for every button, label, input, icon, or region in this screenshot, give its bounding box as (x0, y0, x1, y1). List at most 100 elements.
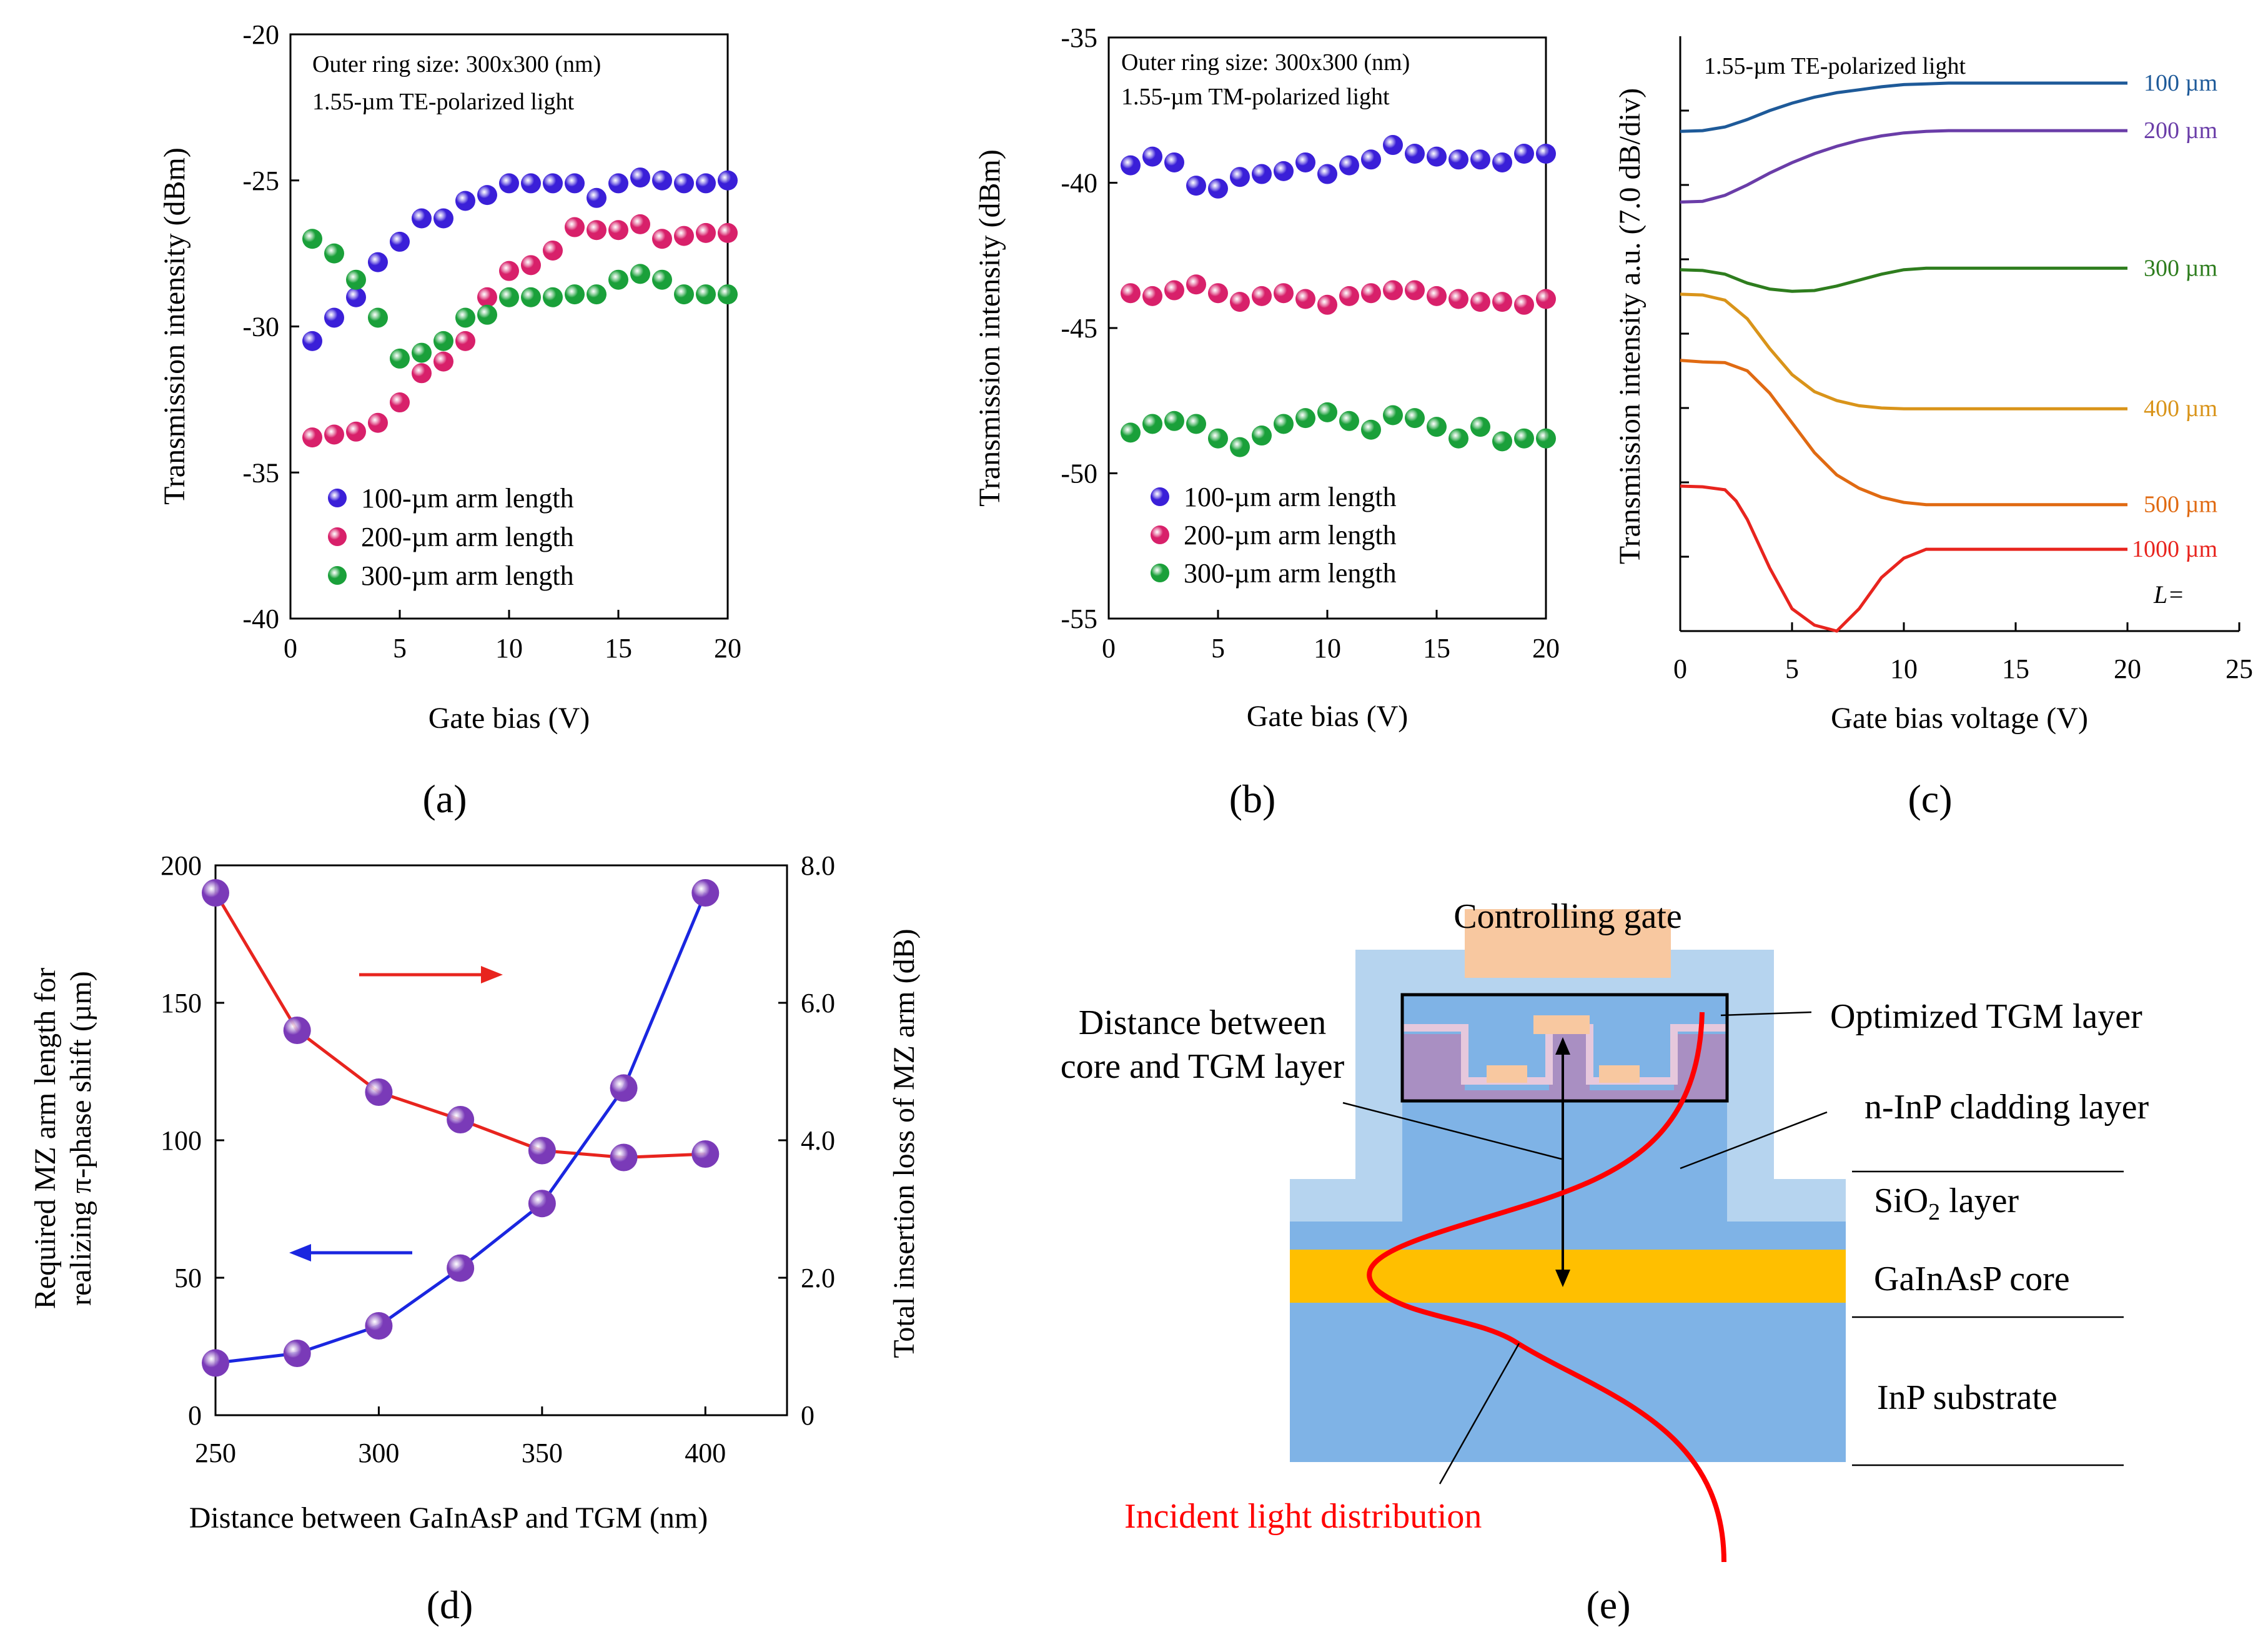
panel-c-series-label-500-m: 500 µm (2144, 492, 2217, 518)
panel-b-point-100-m-arm-length-3 (1164, 152, 1184, 172)
panel-a-point-300-m-arm-length-10 (499, 287, 519, 307)
panel-b-point-200-m-arm-length-7 (1252, 286, 1272, 306)
panel-a-point-200-m-arm-length-12 (543, 240, 563, 261)
panel-c-line-200-m (1680, 129, 2127, 204)
panel-d-left-tick-label-0: 0 (188, 1400, 202, 1431)
panel-b-point-300-m-arm-length-19 (1514, 428, 1534, 449)
panel-b-point-200-m-arm-length-5 (1208, 283, 1228, 304)
diagram-incident-light-curve (1367, 1012, 1726, 1563)
panel-a-point-300-m-arm-length-15 (608, 269, 628, 290)
panel-a-annotation-1: Outer ring size: 300x300 (nm) (312, 51, 601, 77)
panel-b-y-tick-label-35: -35 (1061, 22, 1097, 53)
panel-b-x-tick-label-0: 0 (1102, 633, 1116, 664)
panel-b-point-200-m-arm-length-19 (1514, 294, 1534, 315)
diagram-leader-tgm (1720, 1011, 1812, 1017)
panel-b-point-200-m-arm-length-17 (1470, 292, 1490, 312)
panel-d-y-axis-label-line-1: Required MZ arm length for (29, 968, 62, 1310)
panel-b-point-300-m-arm-length-12 (1361, 419, 1381, 440)
panel-c-series-label-400-m: 400 µm (2144, 396, 2217, 422)
diagram-label-substrate: InP substrate (1877, 1378, 2058, 1417)
diagram-distance-arrow-down-icon (1555, 1270, 1570, 1287)
panel-d-right-arrow-icon (481, 966, 503, 983)
panel-b-point-200-m-arm-length-9 (1295, 289, 1315, 309)
panel-b-point-300-m-arm-length-6 (1230, 437, 1250, 457)
panel-b-point-300-m-arm-length-8 (1274, 414, 1294, 434)
panel-b-point-100-m-arm-length-1 (1121, 155, 1141, 176)
diagram-gainasp-core (1290, 1250, 1846, 1303)
panel-c-line-400-m (1680, 292, 2127, 411)
panel-a-y-tick-label-20: -20 (242, 19, 279, 50)
diagram-tgm-metamaterial (1402, 1034, 1727, 1100)
panel-b-point-200-m-arm-length-15 (1427, 286, 1447, 306)
panel-a-point-200-m-arm-length-17 (652, 229, 672, 249)
panel-b-point-300-m-arm-length-7 (1252, 425, 1272, 446)
panel-d-point-left-350 (528, 1190, 556, 1218)
panel-b-point-100-m-arm-length-6 (1230, 167, 1250, 187)
panel-b-point-200-m-arm-length-11 (1339, 286, 1359, 306)
panel-c-x-tick-label-10: 10 (1890, 654, 1918, 684)
panel-e-caption: (e) (1586, 1583, 1630, 1627)
panel-c-x-axis-label: Gate bias voltage (V) (1831, 702, 2088, 735)
panel-a-point-200-m-arm-length-2 (324, 424, 344, 445)
panel-c-y-axis-label: Transmission intensity a.u. (7.0 dB/div) (1613, 88, 1647, 564)
panel-c-line-500-m (1680, 359, 2127, 507)
panel-a-point-200-m-arm-length-16 (630, 214, 650, 234)
panel-b-legend-marker-200um (1151, 525, 1169, 544)
panel-c-line-1000-m (1680, 484, 2127, 633)
panel-c-x-tick-label-25: 25 (2226, 654, 2253, 684)
panel-a-point-200-m-arm-length-19 (696, 222, 716, 243)
panel-a-point-100-m-arm-length-6 (412, 208, 432, 229)
panel-e-diagram: Controlling gate Distance between core a… (1061, 897, 2149, 1627)
panel-a-x-tick-label-0: 0 (284, 633, 297, 664)
panel-a-y-axis-label: Transmission intensity (dBm) (158, 147, 191, 505)
panel-a-point-200-m-arm-length-7 (433, 351, 453, 372)
panel-b-point-100-m-arm-length-20 (1536, 144, 1556, 164)
panel-d-point-left-400 (691, 879, 720, 907)
panel-c-caption: (c) (1908, 777, 1952, 821)
panel-a-y-tick-label-40: -40 (242, 604, 279, 634)
panel-b-y-tick-label-50: -50 (1061, 459, 1097, 489)
panel-a-point-200-m-arm-length-11 (521, 255, 541, 276)
diagram-n-inp-cladding (1402, 1100, 1727, 1222)
panel-d-right-tick-label-0: 0 (801, 1400, 815, 1431)
panel-a-point-300-m-arm-length-19 (696, 284, 716, 305)
panel-b-point-200-m-arm-length-16 (1448, 289, 1468, 309)
diagram-label-incident-light: Incident light distribution (1124, 1497, 1482, 1536)
panel-d-point-right-250 (202, 879, 229, 907)
panel-b-annotation-2: 1.55-µm TM-polarized light (1121, 84, 1390, 110)
panel-c-line-300-m (1680, 266, 2127, 293)
panel-a-point-100-m-arm-length-4 (368, 252, 388, 272)
panel-a-legend-label-100um: 100-µm arm length (361, 483, 574, 514)
panel-b-point-300-m-arm-length-4 (1186, 414, 1206, 434)
panel-a-legend-marker-100um (328, 489, 347, 507)
panel-b-point-100-m-arm-length-5 (1208, 178, 1228, 199)
panel-a-point-300-m-arm-length-11 (521, 287, 541, 307)
panel-b-point-300-m-arm-length-2 (1142, 414, 1162, 434)
panel-d-x-tick-label-350: 350 (522, 1438, 563, 1468)
diagram-controlling-gate (1465, 909, 1671, 978)
panel-d-right-tick-label-2-0: 2.0 (801, 1263, 835, 1293)
diagram-label-core: GaInAsP core (1874, 1260, 2070, 1298)
panel-a-legend-marker-200um (328, 527, 347, 546)
panel-a-point-100-m-arm-length-15 (608, 173, 628, 194)
panel-d-point-right-350 (528, 1137, 556, 1165)
panel-b-point-100-m-arm-length-10 (1317, 164, 1337, 184)
panel-b-chart: 0 5 10 15 20 -35 -40 -45 -50 -55 Outer ring size:… (973, 22, 1560, 821)
panel-a-annotation-2: 1.55-µm TE-polarized light (312, 89, 574, 115)
panel-d-point-right-300 (365, 1078, 393, 1106)
panel-b-point-300-m-arm-length-13 (1383, 405, 1403, 425)
panel-a-caption: (a) (422, 777, 467, 821)
panel-a-legend-marker-300um (328, 566, 347, 585)
panel-d-right-tick-label-6-0: 6.0 (801, 988, 835, 1018)
panel-c-series-label-200-m: 200 µm (2144, 117, 2217, 144)
panel-b-point-300-m-arm-length-9 (1295, 408, 1315, 429)
panel-a-point-300-m-arm-length-4 (368, 307, 388, 328)
panel-b-x-tick-label-10: 10 (1314, 633, 1341, 664)
panel-d-chart: 250 300 350 400 0 50 100 150 200 0 2.0 4.0 6.0 8.0 Di… (29, 850, 921, 1627)
panel-a-legend-label-200um: 200-µm arm length (361, 522, 574, 552)
panel-a-point-300-m-arm-length-5 (390, 348, 410, 369)
panel-a-point-200-m-arm-length-5 (390, 392, 410, 413)
panel-b-point-100-m-arm-length-9 (1295, 152, 1315, 172)
panel-a-x-tick-label-15: 15 (605, 633, 632, 664)
panel-c-series-label-100-m: 100 µm (2144, 70, 2217, 96)
